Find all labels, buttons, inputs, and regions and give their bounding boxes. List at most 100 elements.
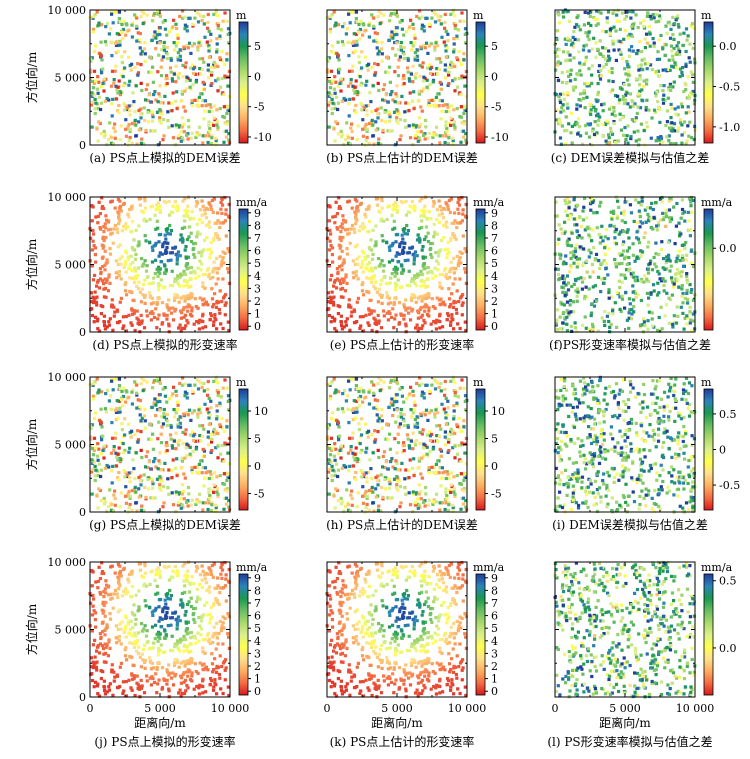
- ps-point: [91, 467, 95, 471]
- ps-point: [395, 210, 399, 214]
- ps-point: [150, 112, 154, 116]
- ps-point: [131, 91, 135, 95]
- ps-point: [103, 407, 108, 411]
- ps-point: [204, 134, 208, 138]
- ps-point: [93, 107, 97, 111]
- ps-point: [328, 239, 332, 243]
- ps-point: [334, 487, 338, 491]
- ps-point: [643, 274, 647, 278]
- ps-point: [177, 300, 181, 304]
- ps-point: [640, 277, 644, 282]
- ps-point: [200, 220, 204, 224]
- ps-point: [417, 16, 422, 20]
- ps-point: [167, 199, 171, 204]
- ps-point: [206, 303, 210, 307]
- ps-point: [109, 451, 114, 455]
- ps-point: [599, 200, 603, 204]
- ps-point: [446, 32, 450, 36]
- ps-point: [406, 283, 410, 288]
- ps-point: [178, 491, 182, 495]
- ps-point: [153, 129, 157, 133]
- ps-point: [108, 227, 113, 231]
- ps-point: [193, 465, 197, 469]
- ps-point: [623, 220, 627, 225]
- ps-point: [639, 21, 643, 25]
- ps-point: [406, 311, 411, 315]
- ps-point: [559, 227, 563, 231]
- ps-point: [218, 289, 222, 293]
- ps-point: [680, 105, 684, 109]
- ps-point: [158, 204, 162, 208]
- ps-point: [151, 301, 156, 305]
- ps-point: [156, 270, 160, 274]
- ps-point: [440, 109, 444, 113]
- ps-point: [205, 42, 209, 46]
- ps-point: [134, 490, 138, 494]
- ps-point: [689, 200, 693, 204]
- ps-point: [151, 65, 155, 69]
- ps-point: [408, 136, 413, 140]
- ps-point: [131, 388, 135, 392]
- ps-point: [455, 226, 459, 230]
- ps-point: [193, 269, 197, 273]
- ps-point: [160, 252, 164, 256]
- ps-point: [558, 277, 562, 281]
- ps-point: [607, 133, 611, 137]
- ps-point: [207, 476, 211, 481]
- ps-point: [451, 142, 455, 146]
- ps-point: [201, 285, 205, 289]
- ps-point: [661, 47, 665, 51]
- ps-point: [117, 273, 121, 278]
- ps-point: [669, 84, 673, 88]
- ps-point: [590, 262, 594, 266]
- ps-point: [437, 104, 441, 108]
- ps-point: [582, 262, 586, 266]
- ps-point: [221, 386, 225, 390]
- ps-point: [377, 504, 381, 508]
- ps-point: [411, 80, 415, 84]
- ps-point: [419, 130, 423, 134]
- ps-point: [569, 244, 573, 248]
- ps-point: [336, 312, 340, 316]
- ps-point: [178, 421, 182, 425]
- ps-point: [402, 82, 406, 86]
- subplot-b: 50-5-10m(b) PS点上估计的DEM误差: [325, 8, 509, 165]
- colorbar-tick-label: -5: [491, 101, 502, 114]
- ps-point: [560, 124, 564, 128]
- ps-point: [413, 294, 417, 298]
- ps-point: [444, 134, 449, 138]
- ps-point: [162, 407, 166, 412]
- ps-point: [169, 251, 173, 255]
- ps-point: [185, 396, 189, 400]
- ps-point: [333, 214, 337, 218]
- ps-point: [434, 274, 438, 278]
- ps-point: [149, 100, 153, 104]
- ps-point: [170, 101, 174, 106]
- ps-point: [210, 70, 214, 74]
- ps-point: [564, 254, 568, 258]
- ps-point: [664, 261, 668, 265]
- ps-point: [618, 118, 622, 122]
- ps-point: [422, 75, 426, 79]
- ps-point: [190, 466, 194, 470]
- ps-point: [349, 81, 353, 85]
- ps-point: [411, 206, 415, 210]
- ps-point: [597, 69, 601, 73]
- ps-point: [143, 199, 147, 203]
- ps-point: [426, 87, 430, 91]
- ps-point: [407, 109, 411, 113]
- ps-point: [679, 305, 683, 309]
- ps-point: [170, 109, 174, 113]
- ps-point: [197, 12, 201, 16]
- ps-point: [117, 17, 121, 21]
- ps-point: [122, 201, 126, 205]
- ps-point: [118, 138, 122, 142]
- ps-point: [568, 303, 572, 307]
- ps-point: [593, 284, 597, 288]
- ps-point: [403, 110, 407, 114]
- ps-point: [159, 232, 163, 237]
- ps-point: [619, 128, 623, 132]
- ps-point: [394, 265, 398, 269]
- ps-point: [161, 285, 166, 289]
- ps-point: [395, 208, 399, 212]
